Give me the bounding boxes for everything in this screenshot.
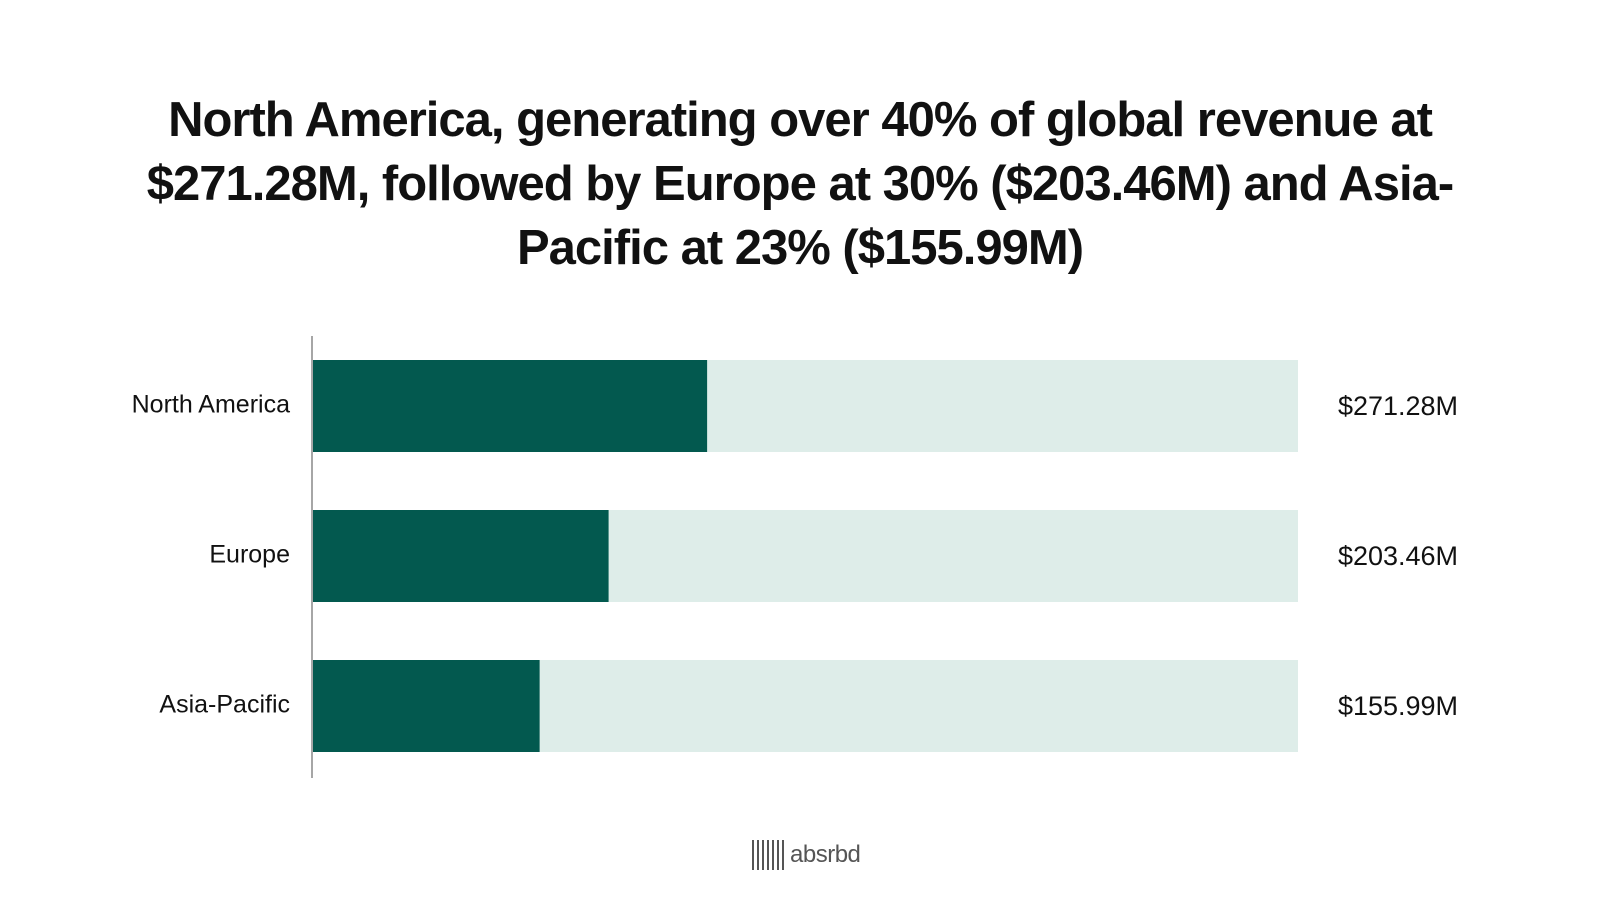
barcode-icon [752,840,784,870]
value-label-north-america: $271.28M [1338,391,1458,421]
page-title: North America, generating over 40% of gl… [146,93,1454,275]
bar-europe [313,510,609,602]
bar-north-america [313,360,708,452]
brand-name: absrbd [790,841,861,868]
value-label-asia-pacific: $155.99M [1338,691,1458,721]
brand-logo: absrbd [752,838,861,872]
bar-asia-pacific [313,660,540,752]
category-label-asia-pacific: Asia-Pacific [159,691,290,719]
value-label-europe: $203.46M [1338,541,1458,571]
category-label-north-america: North America [132,391,290,419]
category-label-europe: Europe [209,541,290,569]
bars-group: North America $271.28M Europe $203.46M Asia-… [132,360,1458,752]
